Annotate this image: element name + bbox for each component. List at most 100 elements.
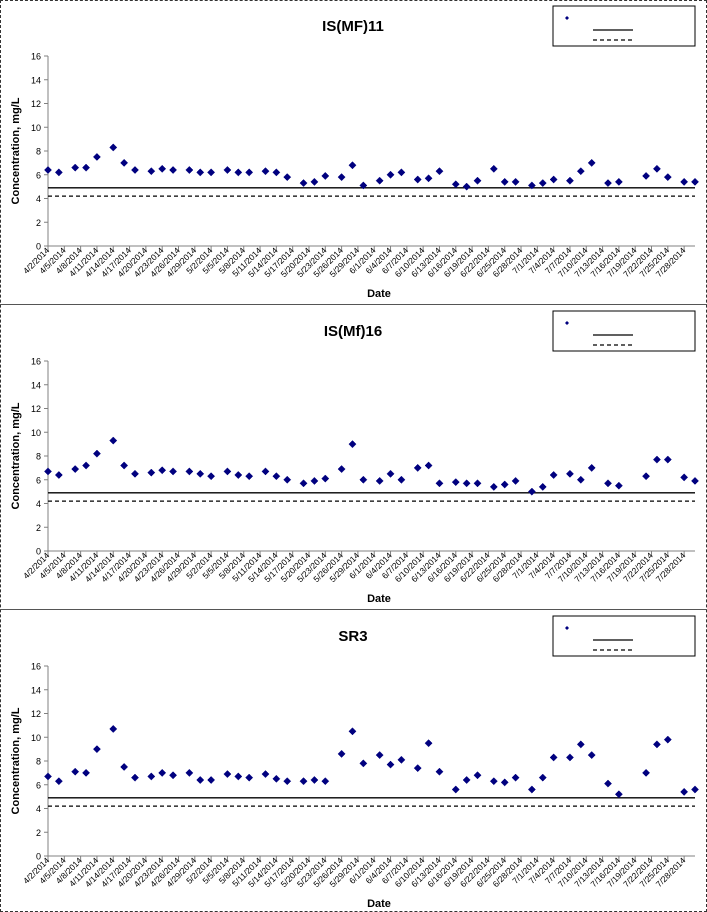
data-point: [82, 163, 91, 172]
data-point: [196, 469, 205, 478]
data-point: [223, 467, 232, 476]
data-point: [348, 440, 357, 449]
y-tick-label: 2: [36, 828, 41, 838]
y-tick-label: 12: [31, 99, 41, 109]
legend-marker-swatch: [565, 321, 569, 325]
data-point: [283, 475, 292, 484]
data-point: [299, 479, 308, 488]
data-point: [272, 774, 281, 783]
chart-1-svg: IS(MF)1102468101214164/2/20144/5/20144/8…: [10, 5, 699, 300]
data-point: [652, 455, 661, 464]
data-point: [245, 168, 254, 177]
y-tick-label: 8: [36, 757, 41, 767]
data-point: [234, 168, 243, 177]
data-point: [196, 776, 205, 784]
data-point: [44, 467, 52, 476]
data-point: [538, 179, 547, 188]
data-point: [451, 180, 460, 189]
data-point: [527, 487, 536, 496]
data-point: [587, 751, 596, 760]
data-point: [348, 727, 357, 736]
data-point: [54, 471, 63, 479]
x-axis-title: Date: [367, 898, 391, 909]
data-point: [310, 177, 319, 186]
data-point: [473, 176, 482, 185]
y-tick-label: 10: [31, 733, 41, 743]
data-point: [473, 479, 482, 488]
chart-3-svg: SR302468101214164/2/20144/5/20144/8/2014…: [10, 615, 699, 909]
data-point: [500, 480, 509, 489]
data-point: [489, 164, 498, 173]
data-point: [424, 174, 433, 183]
data-point: [642, 171, 651, 180]
data-point: [169, 166, 178, 174]
data-point: [691, 177, 699, 186]
data-point: [538, 482, 547, 491]
data-point: [71, 163, 80, 172]
chart-panel-1: IS(MF)11 0 2 4 6 8 10 12 14 16 4/2/2014 4/5/2014 4/8…: [1, 1, 705, 303]
y-tick-label: 0: [36, 242, 41, 252]
legend-box: [552, 615, 696, 657]
y-tick-label: 2: [36, 218, 41, 228]
data-point: [158, 466, 167, 475]
data-point: [54, 777, 63, 786]
data-point: [283, 173, 292, 182]
chart-title: IS(MF)11: [322, 18, 384, 35]
data-point: [359, 181, 368, 190]
data-point: [435, 767, 444, 776]
data-point: [283, 777, 292, 786]
data-point: [680, 177, 689, 186]
data-point: [576, 167, 585, 176]
data-point: [500, 778, 509, 787]
data-point: [131, 469, 139, 478]
data-point: [386, 170, 395, 179]
data-point: [120, 762, 129, 771]
data-point: [185, 467, 194, 476]
y-tick-label: 14: [31, 380, 41, 390]
data-point: [196, 168, 205, 177]
data-point: [587, 463, 596, 472]
y-tick-label: 8: [36, 147, 41, 157]
data-point: [337, 749, 346, 758]
data-point: [272, 472, 281, 481]
data-point: [549, 753, 558, 762]
legend-marker-swatch: [565, 626, 569, 630]
y-tick-label: 16: [31, 662, 41, 672]
data-point: [375, 176, 384, 185]
y-tick-label: 4: [36, 499, 41, 509]
data-point: [691, 785, 699, 794]
x-axis-title: Date: [367, 288, 391, 300]
data-point: [663, 173, 672, 182]
data-point: [680, 787, 689, 796]
data-point: [604, 479, 612, 488]
y-axis-title: Concentration, mg/L: [10, 707, 22, 814]
data-point: [359, 759, 368, 768]
data-point: [147, 468, 156, 477]
data-point: [92, 152, 101, 161]
data-point: [120, 461, 129, 470]
data-point: [462, 479, 471, 488]
y-tick-label: 12: [31, 404, 41, 414]
y-tick-label: 0: [36, 852, 41, 862]
chart-panel-2: IS(Mf)16 0 2 4 6 8 10 12 14 16 4/2/2014 4/5/2014 4/8…: [1, 306, 705, 608]
data-point: [680, 473, 689, 482]
data-point: [604, 779, 612, 788]
data-point: [397, 168, 406, 177]
data-point: [576, 740, 585, 749]
data-point: [375, 476, 384, 485]
chart-title: SR3: [338, 628, 367, 645]
panel-divider-2: [0, 609, 707, 610]
y-tick-label: 6: [36, 780, 41, 790]
data-point: [54, 168, 63, 177]
data-point: [375, 751, 384, 760]
data-point: [71, 767, 80, 776]
data-point: [424, 461, 433, 470]
data-point: [413, 175, 422, 184]
data-point: [299, 777, 308, 786]
data-point: [44, 772, 52, 781]
data-point: [44, 166, 52, 174]
legend-box: [552, 310, 696, 352]
data-point: [82, 461, 91, 470]
data-point: [435, 479, 444, 488]
data-point: [489, 777, 498, 786]
